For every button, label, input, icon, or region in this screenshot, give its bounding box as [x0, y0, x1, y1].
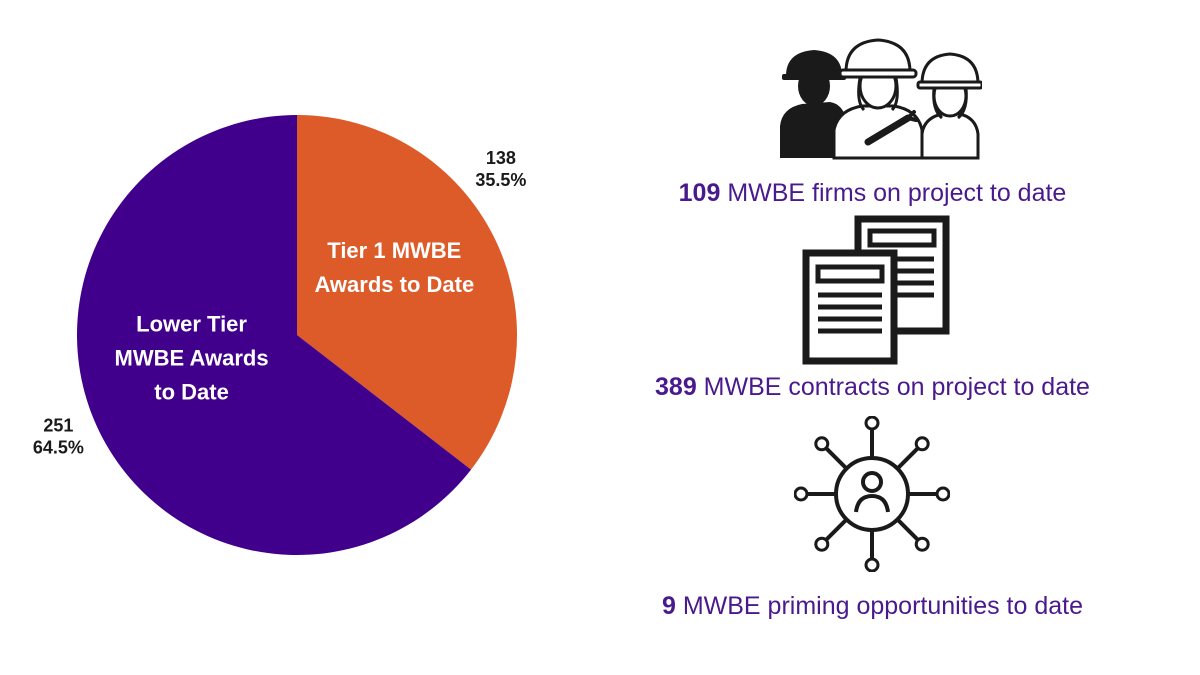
- stat-contracts-text: MWBE contracts on project to date: [696, 373, 1090, 401]
- stat-firms-number: 109: [678, 179, 721, 207]
- pie-chart: Tier 1 MWBE Awards to Date 138 35.5% Lower T…: [33, 115, 526, 555]
- slice-lower-tier-label: Lower Tier MWBE Awards to Date: [115, 311, 269, 404]
- slice-tier1-value-label: 138 35.5%: [475, 148, 526, 190]
- stat-contracts-number: 389: [655, 373, 697, 401]
- stat-priming-text: MWBE priming opportunities to date: [675, 592, 1084, 620]
- documents-icon: [802, 215, 950, 365]
- stat-firms: 109 MWBE firms on project to date: [600, 179, 1145, 208]
- slice-tier1: [297, 115, 517, 470]
- slice-tier1-label: Tier 1 MWBE Awards to Date: [314, 238, 474, 297]
- slice-lower-tier-value-label: 251 64.5%: [33, 415, 84, 457]
- stat-priming: 9 MWBE priming opportunities to date: [600, 592, 1145, 621]
- stat-priming-number: 9: [661, 592, 676, 620]
- slice-lower-tier: [76, 115, 472, 555]
- network-person-icon: [794, 416, 950, 572]
- construction-workers-icon: [780, 38, 982, 160]
- stat-firms-text: MWBE firms on project to date: [720, 179, 1067, 207]
- stat-contracts: 389 MWBE contracts on project to date: [600, 373, 1145, 402]
